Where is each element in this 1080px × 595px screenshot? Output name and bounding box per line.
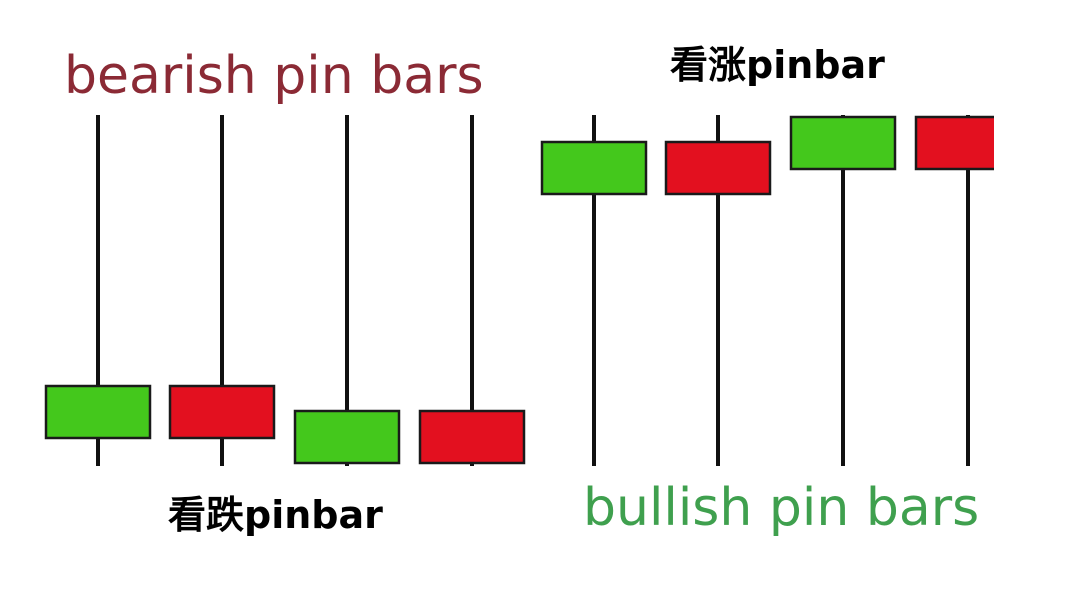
bullish-pinbar-chinese-label: 看涨pinbar xyxy=(670,43,885,87)
bullish-candle-2-body-red xyxy=(664,140,772,196)
bearish-candle-2-body-red xyxy=(168,384,276,440)
bearish-candle-3-body-green xyxy=(293,409,401,465)
bullish-pin-bars-title: bullish pin bars xyxy=(583,478,980,538)
bearish-candle-1-body-green xyxy=(44,384,152,440)
bearish-candle-4-body-red xyxy=(418,409,526,465)
image-edge-crop xyxy=(994,100,1080,200)
bearish-pin-bars-title: bearish pin bars xyxy=(64,46,484,106)
bullish-candle-1-body-green xyxy=(540,140,648,196)
bullish-candle-3-body-green xyxy=(789,115,897,171)
bearish-pinbar-chinese-label: 看跌pinbar xyxy=(168,493,383,537)
